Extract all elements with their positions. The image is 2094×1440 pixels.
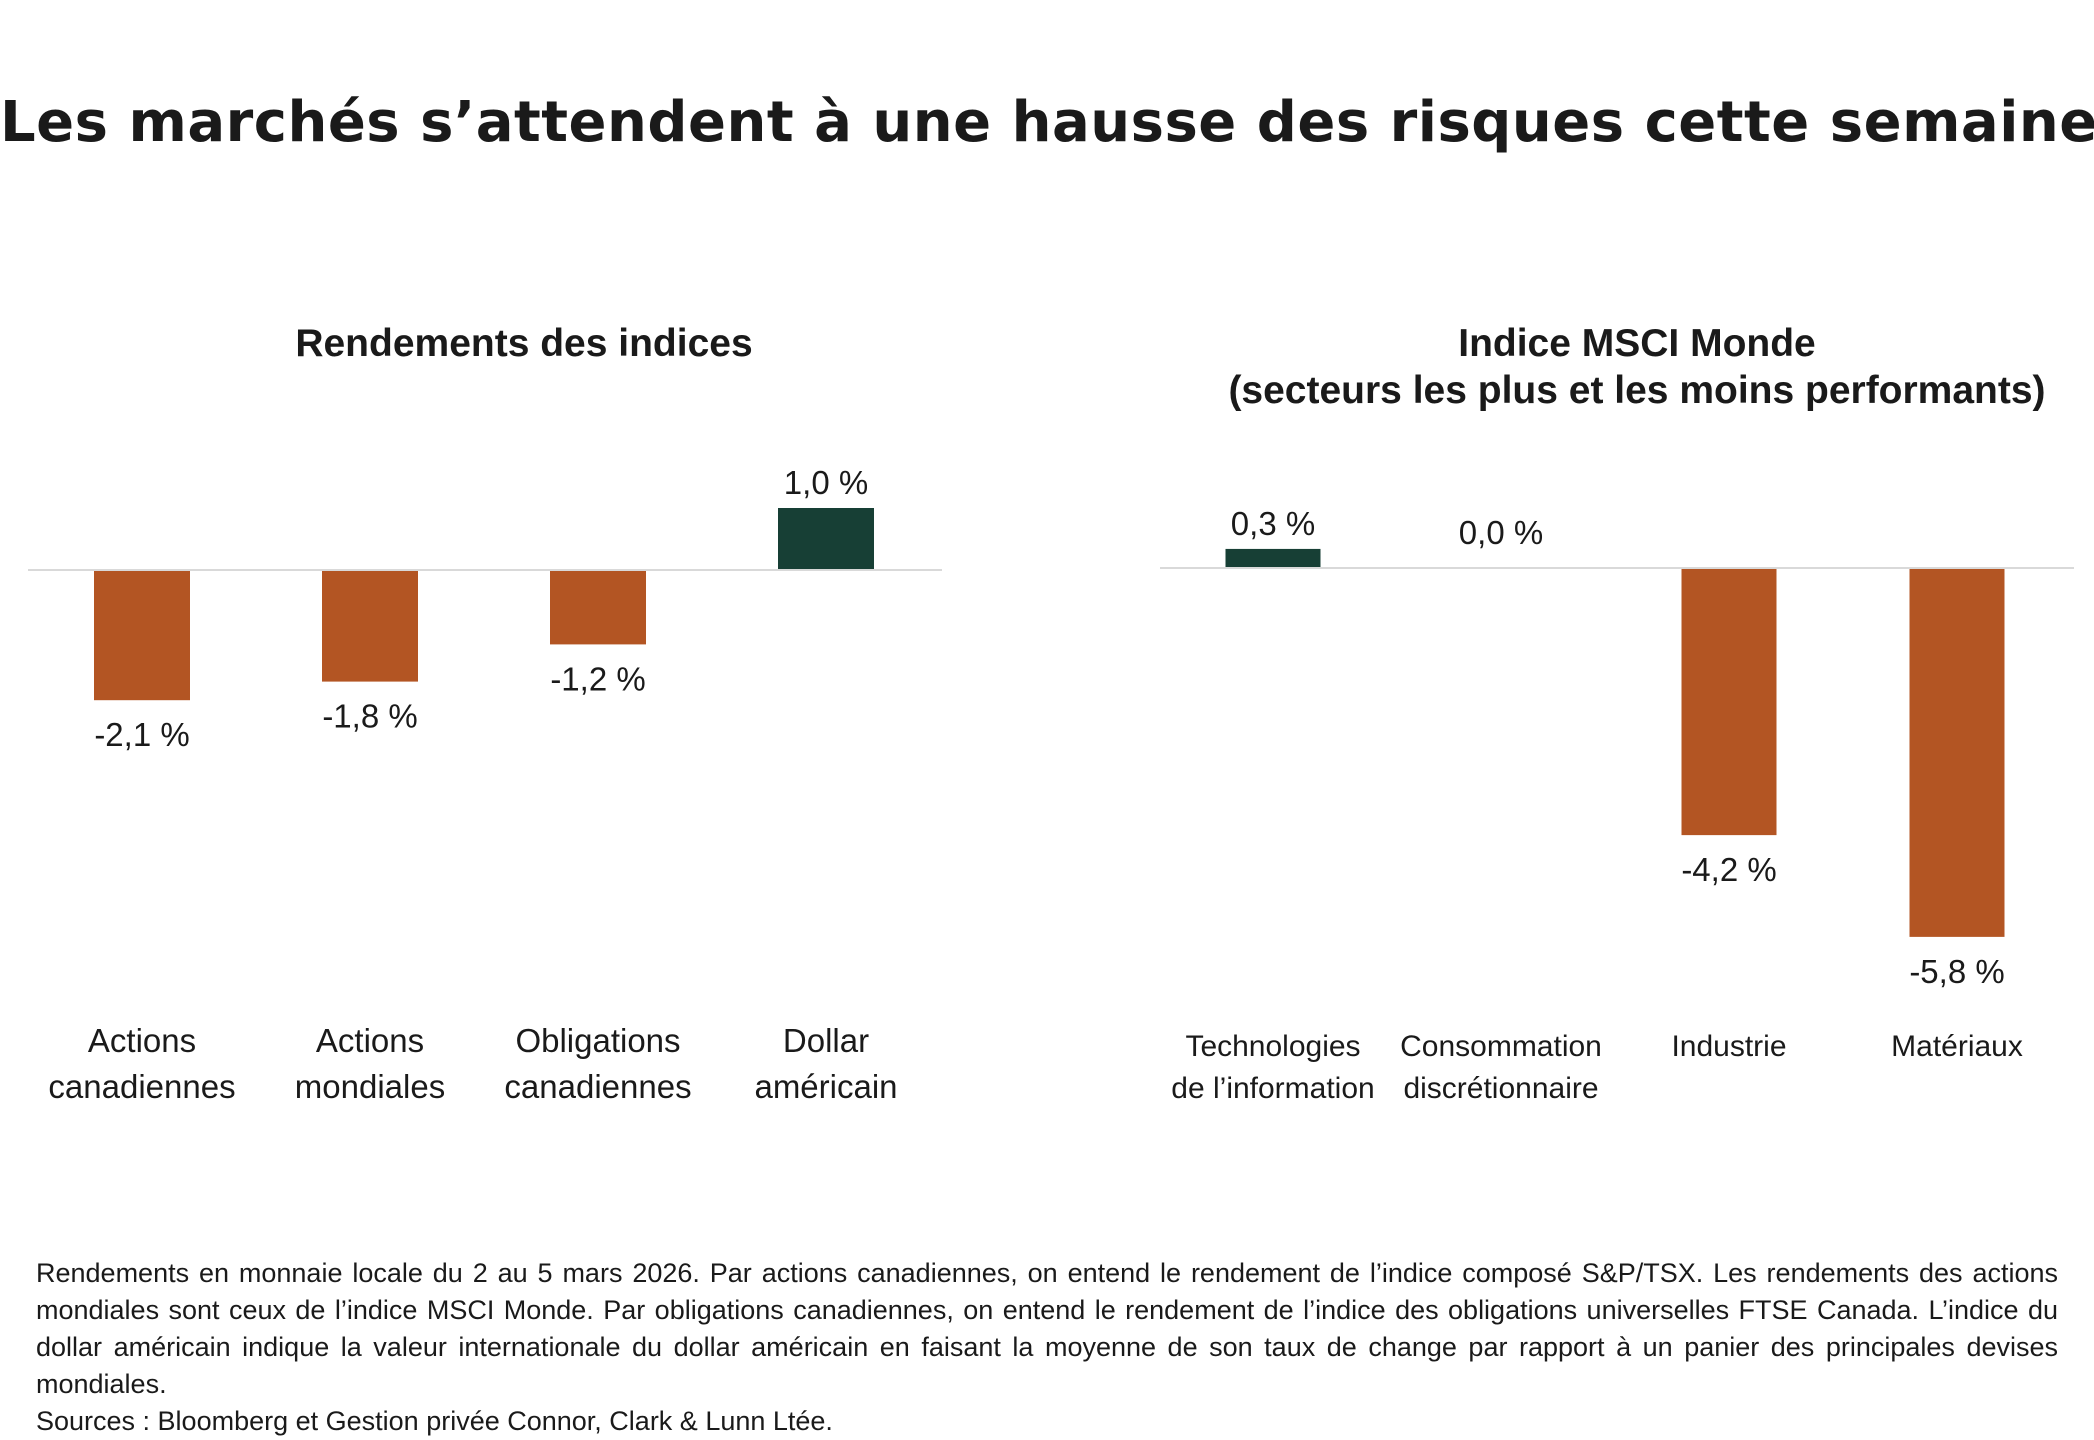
category-label-2-2-line-2: discrétionnaire <box>1403 1072 1598 1105</box>
chart-1-title: Rendements des indices <box>295 322 752 365</box>
bar-2-3 <box>1681 568 1777 836</box>
chart-1: Rendements des indices -2,1 % -1,8 % -1,2 %… <box>28 322 942 1105</box>
category-label-2-1-line-2: de l’information <box>1171 1072 1374 1105</box>
category-label-1-2-line-2: mondiales <box>295 1068 445 1105</box>
category-label-1-1-line-2: canadiennes <box>48 1068 235 1105</box>
chart-2: Indice MSCI Monde(secteurs les plus et l… <box>1160 322 2074 1105</box>
bar-1-4 <box>778 508 874 570</box>
value-label-2-4: -5,8 % <box>1909 953 2004 990</box>
value-label-2-1: 0,3 % <box>1231 505 1315 542</box>
category-label-2-4: Matériaux <box>1891 1030 2023 1063</box>
category-label-2-1-line-1: Technologies <box>1185 1030 1360 1063</box>
category-label-1-4-line-1: Dollar <box>783 1022 869 1059</box>
bar-2-4 <box>1909 568 2005 937</box>
bar-1-2 <box>322 570 418 682</box>
bar-1-1 <box>94 570 190 701</box>
category-label-1-3-line-2: canadiennes <box>504 1068 691 1105</box>
footnote-sources: Sources : Bloomberg et Gestion privée Co… <box>36 1406 833 1436</box>
category-label-1-4-line-2: américain <box>754 1068 897 1105</box>
value-label-1-1: -2,1 % <box>94 716 189 753</box>
bar-1-3 <box>550 570 646 645</box>
footnote: Rendements en monnaie locale du 2 au 5 m… <box>36 1255 2058 1440</box>
page-title: Les marchés s’attendent à une hausse des… <box>0 90 2094 155</box>
value-label-1-4: 1,0 % <box>784 464 868 501</box>
category-label-1-2-line-1: Actions <box>316 1022 424 1059</box>
footnote-text: Rendements en monnaie locale du 2 au 5 m… <box>36 1258 2058 1399</box>
chart-2-title-line-2: (secteurs les plus et les moins performa… <box>1228 369 2045 412</box>
chart-2-title: Indice MSCI Monde <box>1458 322 1816 365</box>
value-label-1-2: -1,8 % <box>322 698 417 735</box>
category-label-2-2-line-1: Consommation <box>1400 1030 1602 1063</box>
value-label-2-2: 0,0 % <box>1459 514 1543 551</box>
value-label-1-3: -1,2 % <box>550 660 645 697</box>
category-label-1-3-line-1: Obligations <box>515 1022 680 1059</box>
category-label-1-1-line-1: Actions <box>88 1022 196 1059</box>
category-label-2-3: Industrie <box>1671 1030 1786 1063</box>
value-label-2-3: -4,2 % <box>1681 851 1776 888</box>
bar-2-1 <box>1225 548 1321 568</box>
